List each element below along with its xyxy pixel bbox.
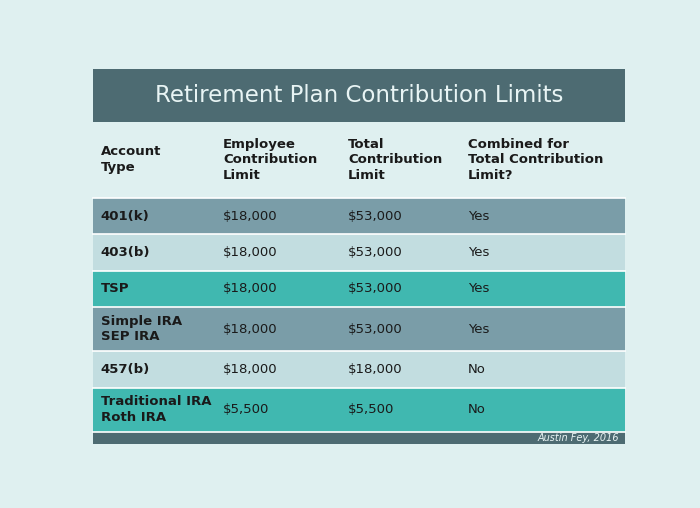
Text: Austin Fey, 2016: Austin Fey, 2016 bbox=[538, 433, 619, 443]
Text: TSP: TSP bbox=[101, 282, 130, 295]
Text: $53,000: $53,000 bbox=[348, 246, 403, 259]
Text: Account
Type: Account Type bbox=[101, 145, 161, 174]
Text: $18,000: $18,000 bbox=[223, 282, 278, 295]
Text: $53,000: $53,000 bbox=[348, 323, 403, 336]
Text: $18,000: $18,000 bbox=[223, 246, 278, 259]
Text: 457(b): 457(b) bbox=[101, 363, 150, 376]
Text: $53,000: $53,000 bbox=[348, 210, 403, 223]
Text: Yes: Yes bbox=[468, 282, 489, 295]
Text: Total
Contribution
Limit: Total Contribution Limit bbox=[348, 138, 442, 182]
Text: 403(b): 403(b) bbox=[101, 246, 150, 259]
Text: $18,000: $18,000 bbox=[223, 210, 278, 223]
Bar bbox=[93, 121, 624, 198]
Text: Yes: Yes bbox=[468, 210, 489, 223]
Text: Employee
Contribution
Limit: Employee Contribution Limit bbox=[223, 138, 317, 182]
Text: Combined for
Total Contribution
Limit?: Combined for Total Contribution Limit? bbox=[468, 138, 603, 182]
Text: $18,000: $18,000 bbox=[223, 363, 278, 376]
Bar bbox=[93, 69, 624, 121]
Bar bbox=[93, 271, 624, 307]
Text: $53,000: $53,000 bbox=[348, 282, 403, 295]
Text: Traditional IRA
Roth IRA: Traditional IRA Roth IRA bbox=[101, 395, 211, 424]
Bar bbox=[93, 388, 624, 432]
Text: Retirement Plan Contribution Limits: Retirement Plan Contribution Limits bbox=[155, 84, 563, 107]
Text: Yes: Yes bbox=[468, 323, 489, 336]
Text: No: No bbox=[468, 403, 486, 416]
Bar bbox=[93, 234, 624, 271]
Bar bbox=[93, 432, 624, 444]
Text: $5,500: $5,500 bbox=[223, 403, 270, 416]
Text: $18,000: $18,000 bbox=[223, 323, 278, 336]
Bar bbox=[93, 351, 624, 388]
Bar bbox=[93, 198, 624, 234]
Text: 401(k): 401(k) bbox=[101, 210, 150, 223]
Text: No: No bbox=[468, 363, 486, 376]
Text: $5,500: $5,500 bbox=[348, 403, 395, 416]
Bar bbox=[93, 307, 624, 351]
Text: Yes: Yes bbox=[468, 246, 489, 259]
Text: Simple IRA
SEP IRA: Simple IRA SEP IRA bbox=[101, 315, 182, 343]
Text: $18,000: $18,000 bbox=[348, 363, 402, 376]
